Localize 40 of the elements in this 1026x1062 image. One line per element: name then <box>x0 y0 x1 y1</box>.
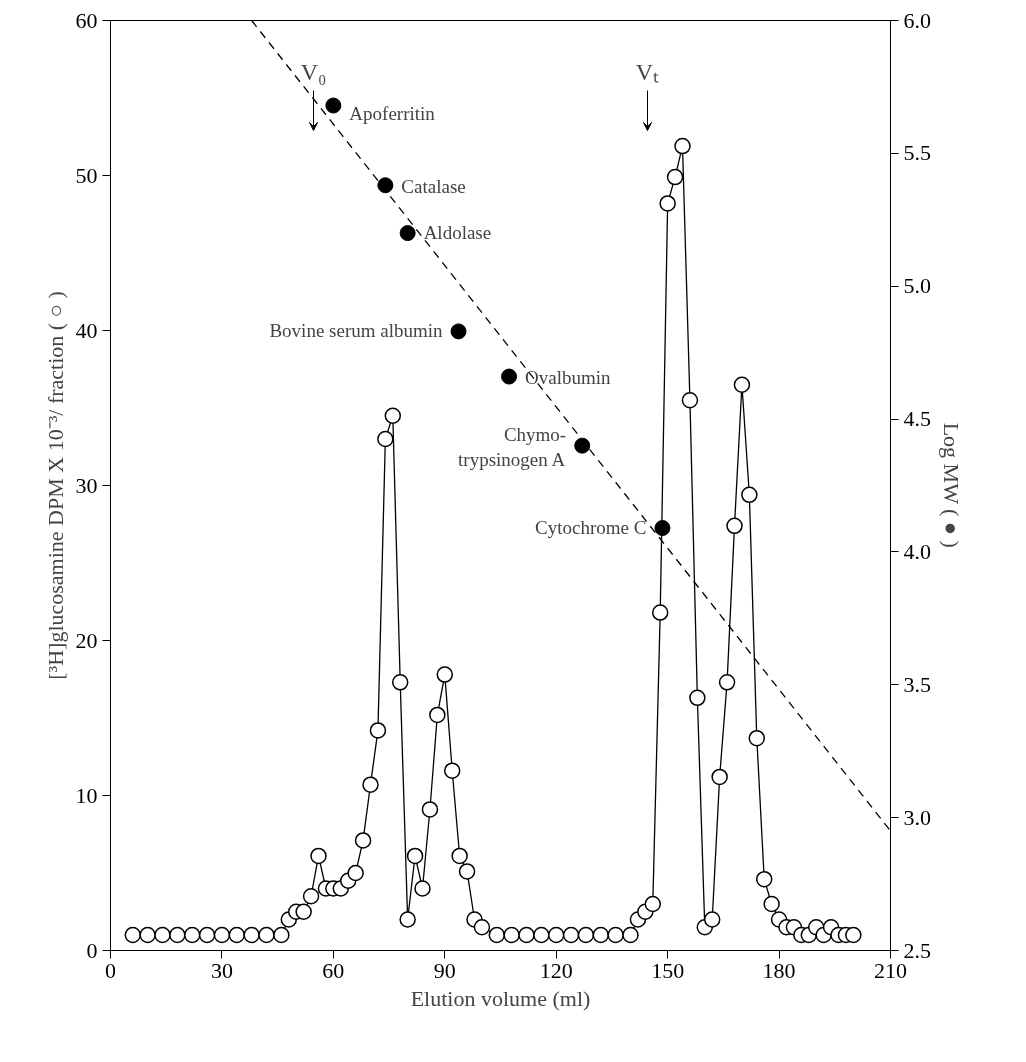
annotation: Bovine serum albumin <box>269 320 444 341</box>
annotation: V₀ <box>300 58 327 85</box>
x-tick-label: 90 <box>433 957 456 983</box>
annotation: Catalase <box>401 175 466 197</box>
y2-tick-label: 3.5 <box>903 671 931 697</box>
x-tick-label: 180 <box>762 957 796 983</box>
y-tick-label: 40 <box>75 317 98 343</box>
y-tick-label: 0 <box>86 937 98 963</box>
annotation: Cytochrome C <box>535 516 647 538</box>
y2-tick-label: 4.0 <box>903 538 931 564</box>
y2-axis-title: Log MW ( ● ) <box>939 422 964 548</box>
y2-tick-label: 4.5 <box>903 406 931 432</box>
point <box>450 323 467 340</box>
x-tick-label: 30 <box>210 957 233 983</box>
y2-tick-label: 5.0 <box>903 273 931 299</box>
y-tick-label: 10 <box>75 782 98 808</box>
y2-tick-label: 6.0 <box>903 7 931 33</box>
annotation: Vₜ <box>635 58 660 85</box>
y-tick-label: 60 <box>75 7 98 33</box>
annotation: Chymo- trypsinogen A <box>458 423 567 470</box>
annotation: Aldolase <box>423 222 492 244</box>
y2-tick-label: 3.0 <box>903 804 931 830</box>
point <box>574 437 591 454</box>
y-tick-label: 50 <box>75 162 98 188</box>
y-tick-label: 30 <box>75 472 98 498</box>
x-tick-label: 0 <box>105 957 116 983</box>
annotation: Apoferritin <box>349 103 436 124</box>
point <box>399 225 416 242</box>
point <box>654 520 671 536</box>
x-tick-label: 150 <box>651 957 685 983</box>
x-tick-label: 60 <box>322 957 345 983</box>
point <box>325 97 342 114</box>
point <box>501 368 518 385</box>
x-tick-label: 120 <box>539 957 573 983</box>
point <box>377 177 394 194</box>
annotation: Ovalbumin <box>525 366 612 388</box>
y-axis-title: [³H]glucosamine DPM X 10⁻³/ fraction ( ○ ) <box>42 291 68 680</box>
y2-tick-label: 5.5 <box>903 140 931 166</box>
y-tick-label: 20 <box>75 627 98 653</box>
x-axis-title: Elution volume (ml) <box>410 985 591 1011</box>
